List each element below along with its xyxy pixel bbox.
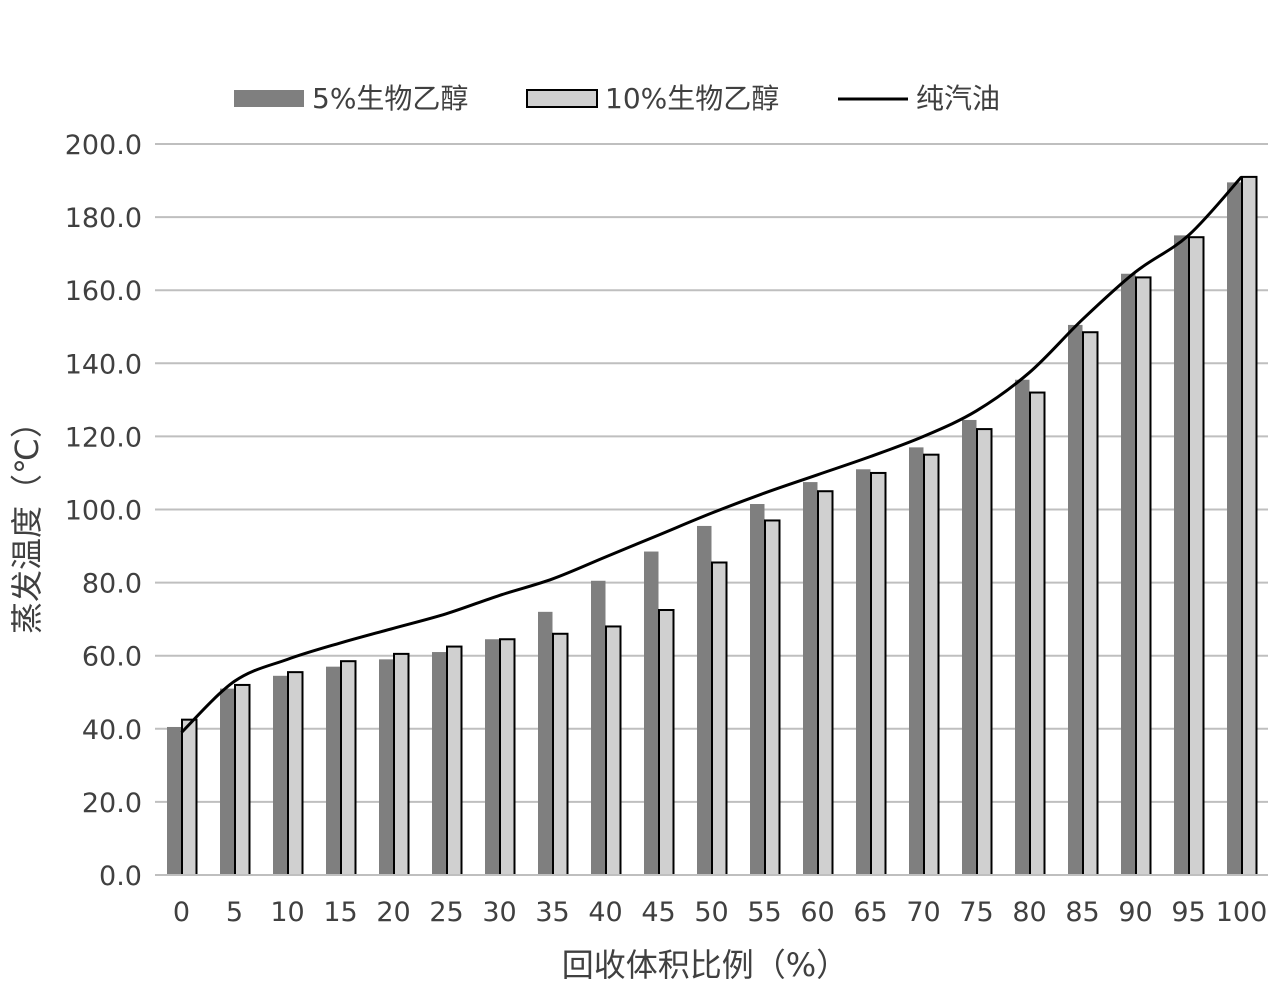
x-tick-label-55: 55: [747, 897, 781, 928]
bar-series-2-75: [976, 428, 993, 876]
bar-series-1-25: [432, 652, 447, 875]
bar-series-1-10: [273, 675, 288, 875]
x-tick-label-45: 45: [641, 897, 675, 928]
y-axis: 0.0 20.0 40.0 60.0 80.0 100.0 120.0 140.0 160.0 1…: [65, 130, 142, 892]
bar-series-2-70: [923, 453, 940, 876]
x-tick-label-25: 25: [429, 897, 463, 928]
x-tick-label-65: 65: [853, 897, 887, 928]
bar-series-2-0: [181, 718, 198, 876]
bar-series-1-95: [1174, 235, 1189, 875]
x-tick-label-10: 10: [270, 897, 304, 928]
bar-series-2-40: [605, 625, 622, 877]
bar-series-2-100: [1241, 175, 1258, 876]
bar-series-2-15: [340, 660, 357, 876]
bar-series-1-55: [750, 504, 765, 875]
x-tick-label-85: 85: [1065, 897, 1099, 928]
bars-group: [167, 175, 1258, 877]
bar-series-1-40: [591, 580, 606, 875]
y-tick-label-10: 200.0: [65, 130, 142, 161]
x-tick-label-50: 50: [694, 897, 728, 928]
x-tick-label-70: 70: [906, 897, 940, 928]
bar-series-1-5: [220, 688, 235, 875]
bar-series-2-5: [234, 683, 251, 876]
bar-series-2-85: [1082, 331, 1099, 877]
y-tick-label-7: 140.0: [65, 349, 142, 380]
bar-series-1-75: [962, 419, 977, 875]
y-tick-label-6: 120.0: [65, 422, 142, 453]
y-tick-label-8: 160.0: [65, 276, 142, 307]
x-tick-label-35: 35: [535, 897, 569, 928]
y-tick-label-5: 100.0: [65, 496, 142, 527]
x-tick-label-0: 0: [173, 897, 190, 928]
legend-label-series-3: 纯汽油: [916, 82, 1000, 115]
bar-series-1-50: [697, 525, 712, 875]
x-tick-label-75: 75: [959, 897, 993, 928]
y-tick-label-9: 180.0: [65, 203, 142, 234]
y-tick-label-1: 20.0: [82, 788, 142, 819]
bar-series-2-55: [764, 519, 781, 877]
bar-series-2-90: [1135, 276, 1152, 877]
bar-series-2-50: [711, 561, 728, 876]
x-tick-label-100: 100: [1216, 897, 1268, 928]
bar-series-2-35: [552, 632, 569, 877]
bar-series-2-25: [446, 645, 463, 876]
bar-series-1-60: [803, 482, 818, 875]
bar-series-1-15: [326, 666, 341, 875]
legend-swatch-series-1: [234, 90, 304, 107]
bar-series-1-85: [1068, 324, 1083, 875]
bar-series-2-45: [658, 609, 675, 876]
x-tick-label-90: 90: [1118, 897, 1152, 928]
legend-label-series-1: 5%生物乙醇: [312, 82, 468, 115]
bar-series-1-35: [538, 611, 553, 875]
bar-series-2-20: [393, 652, 410, 876]
legend-swatch-series-2: [526, 89, 598, 108]
x-tick-label-60: 60: [800, 897, 834, 928]
y-tick-label-4: 80.0: [82, 569, 142, 600]
bar-series-1-30: [485, 639, 500, 875]
bar-series-2-65: [870, 471, 887, 876]
y-tick-label-2: 40.0: [82, 715, 142, 746]
x-tick-label-15: 15: [323, 897, 357, 928]
x-axis: 0 5 10 15 20 25 30 35 40 45 50 55 60 65 70 75 80 85 90 95 10…: [155, 874, 1268, 928]
x-tick-label-30: 30: [482, 897, 516, 928]
x-tick-label-40: 40: [588, 897, 622, 928]
line-series-3: [180, 175, 1243, 734]
y-axis-title: 蒸发温度（℃）: [8, 406, 46, 634]
bar-series-1-90: [1121, 273, 1136, 875]
x-tick-label-95: 95: [1171, 897, 1205, 928]
bar-series-2-95: [1188, 236, 1205, 876]
bar-series-1-0: [167, 726, 182, 875]
bar-series-1-70: [909, 447, 924, 875]
bar-series-2-80: [1029, 391, 1046, 876]
bar-series-1-65: [856, 469, 871, 875]
x-tick-label-5: 5: [226, 897, 243, 928]
line-series-group: [180, 175, 1243, 734]
bar-series-1-80: [1015, 379, 1030, 875]
y-tick-label-3: 60.0: [82, 642, 142, 673]
x-axis-title: 回收体积比例（%）: [562, 946, 848, 984]
bar-series-1-100: [1227, 182, 1242, 875]
y-tick-label-0: 0.0: [99, 861, 142, 892]
bar-series-1-20: [379, 659, 394, 875]
x-tick-label-80: 80: [1012, 897, 1046, 928]
bar-series-1-45: [644, 551, 659, 875]
legend-label-series-2: 10%生物乙醇: [605, 82, 779, 115]
bar-series-2-10: [287, 671, 304, 877]
bar-series-2-60: [817, 490, 834, 876]
legend: 5%生物乙醇 10%生物乙醇 纯汽油: [234, 82, 1000, 115]
x-tick-label-20: 20: [376, 897, 410, 928]
bar-series-2-30: [499, 638, 516, 876]
